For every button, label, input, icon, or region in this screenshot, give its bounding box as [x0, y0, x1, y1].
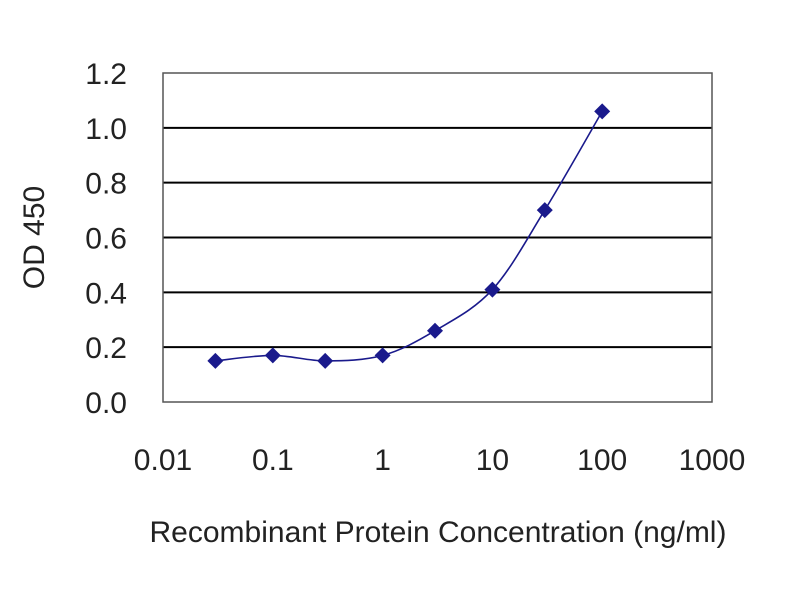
data-point-marker: [374, 347, 391, 364]
data-point-marker: [207, 352, 224, 369]
x-tick-label: 1: [374, 444, 391, 477]
y-tick-label: 0.6: [85, 223, 127, 256]
y-tick-label: 0.0: [85, 387, 127, 420]
x-tick-label: 0.1: [252, 444, 294, 477]
y-axis-title: OD 450: [18, 186, 51, 289]
series-layer: [207, 103, 611, 369]
data-point-marker: [536, 202, 553, 219]
y-tick-label: 1.2: [85, 58, 127, 91]
data-point-marker: [484, 281, 501, 298]
x-axis-title: Recombinant Protein Concentration (ng/ml…: [150, 516, 727, 549]
data-point-marker: [317, 352, 334, 369]
y-tick-label: 0.8: [85, 168, 127, 201]
plot-area-frame: [162, 72, 713, 403]
series-line: [215, 110, 603, 362]
data-point-marker: [264, 347, 281, 364]
data-point-marker: [594, 103, 611, 120]
x-tick-label: 1000: [679, 444, 746, 477]
y-tick-labels: 0.0 0.2 0.4 0.6 0.8 1.0 1.2: [85, 58, 127, 420]
x-tick-label: 10: [476, 444, 509, 477]
gridlines: [163, 126, 712, 349]
x-tick-label: 0.01: [134, 444, 192, 477]
y-tick-label: 0.4: [85, 277, 127, 310]
y-tick-label: 1.0: [85, 113, 127, 146]
data-point-marker: [426, 322, 443, 339]
y-tick-label: 0.2: [85, 332, 127, 365]
x-tick-labels: 0.01 0.1 1 10 100 1000: [134, 444, 746, 477]
x-tick-label: 100: [577, 444, 627, 477]
